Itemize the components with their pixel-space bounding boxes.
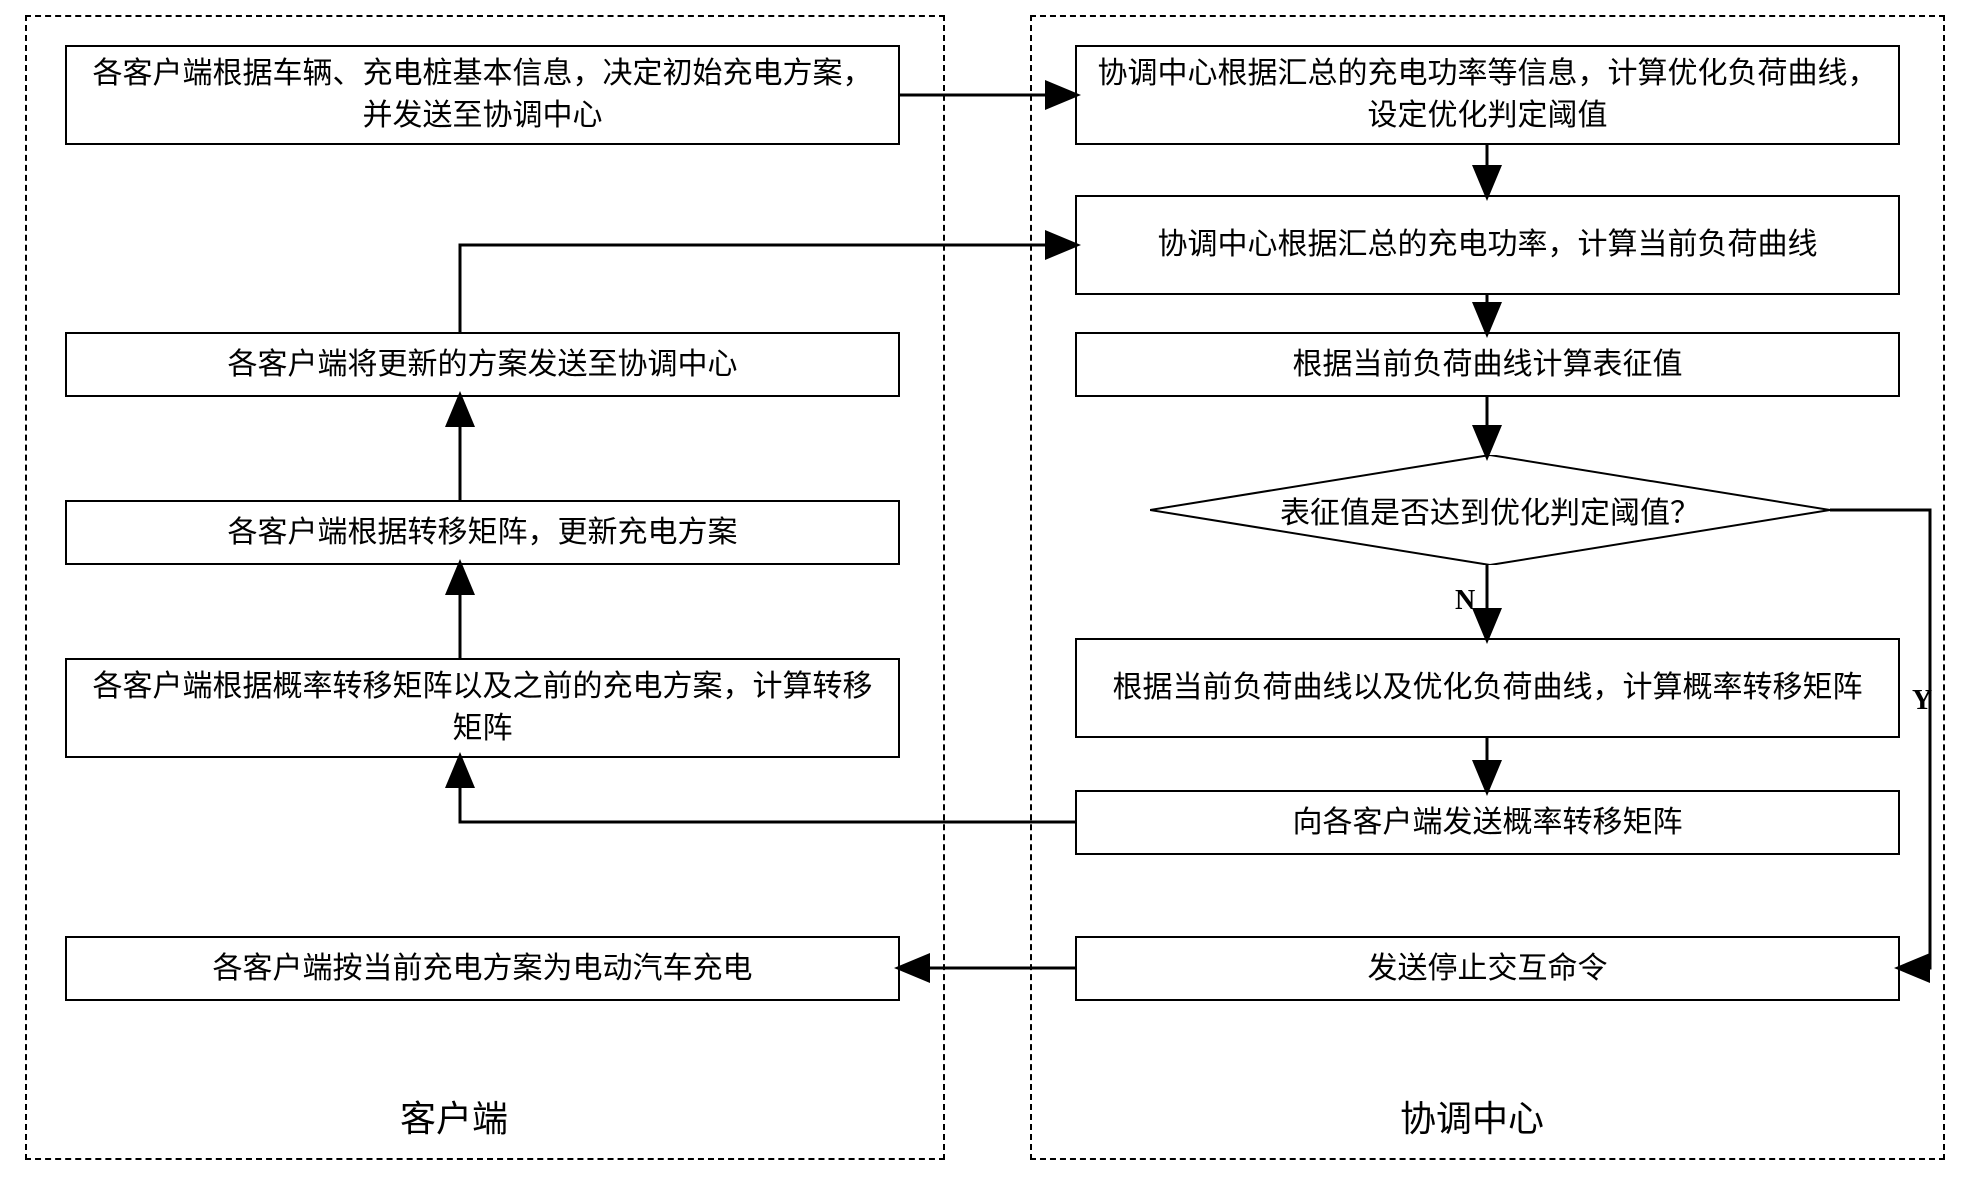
node-center-compute-metric: 根据当前负荷曲线计算表征值: [1075, 332, 1900, 397]
edge-label-Y: Y: [1912, 685, 1932, 717]
edge-label-N: N: [1455, 585, 1475, 617]
node-center-decision: 表征值是否达到优化判定阈值？: [1150, 455, 1830, 565]
client-panel-label: 客户端: [400, 1090, 508, 1142]
decision-text: 表征值是否达到优化判定阈值？: [1280, 488, 1700, 532]
node-client-init-plan: 各客户端根据车辆、充电桩基本信息，决定初始充电方案，并发送至协调中心: [65, 45, 900, 145]
node-center-send-matrix: 向各客户端发送概率转移矩阵: [1075, 790, 1900, 855]
node-center-current-load: 协调中心根据汇总的充电功率，计算当前负荷曲线: [1075, 195, 1900, 295]
node-center-set-threshold: 协调中心根据汇总的充电功率等信息，计算优化负荷曲线，设定优化判定阈值: [1075, 45, 1900, 145]
center-panel-label: 协调中心: [1400, 1090, 1544, 1142]
node-center-compute-prob-matrix: 根据当前负荷曲线以及优化负荷曲线，计算概率转移矩阵: [1075, 638, 1900, 738]
node-center-send-stop: 发送停止交互命令: [1075, 936, 1900, 1001]
node-client-compute-transfer: 各客户端根据概率转移矩阵以及之前的充电方案，计算转移矩阵: [65, 658, 900, 758]
node-client-update-plan: 各客户端根据转移矩阵，更新充电方案: [65, 500, 900, 565]
node-client-send-updated: 各客户端将更新的方案发送至协调中心: [65, 332, 900, 397]
node-client-charge: 各客户端按当前充电方案为电动汽车充电: [65, 936, 900, 1001]
